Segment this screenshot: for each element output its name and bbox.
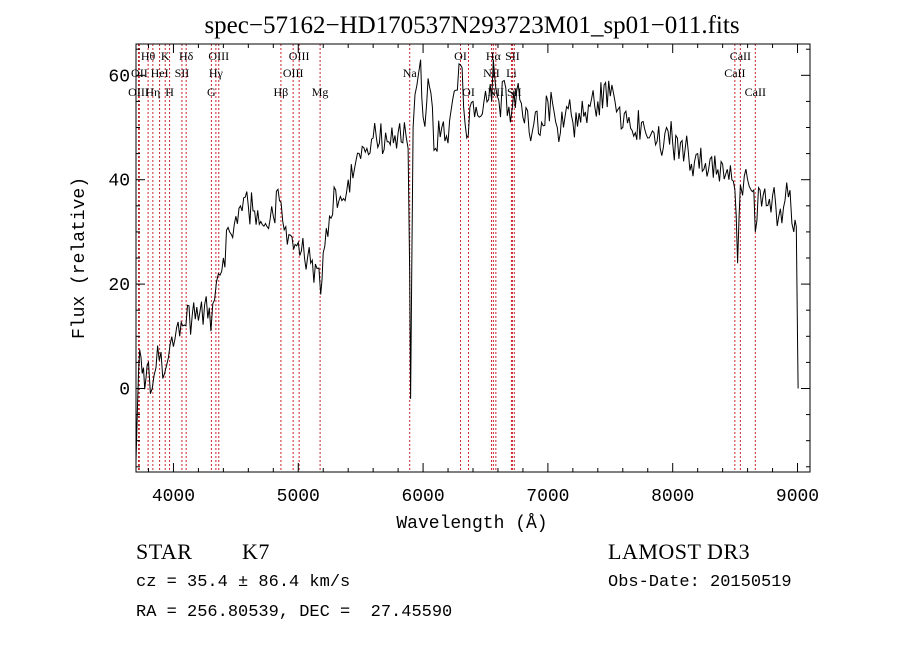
line-label: OIII	[128, 85, 149, 99]
chart-title: spec−57162−HD170537N293723M01_sp01−011.f…	[204, 12, 739, 39]
line-label: H	[165, 85, 174, 99]
spectrum-series	[135, 59, 799, 462]
line-label: Mg	[312, 85, 329, 99]
survey-name: LAMOST DR3	[608, 539, 751, 564]
x-tick-label: 5000	[277, 487, 320, 507]
plot-frame	[135, 43, 811, 473]
line-label: HeI	[151, 66, 169, 80]
observation-date: Obs-Date: 20150519	[608, 573, 792, 592]
y-tick-label: 40	[108, 172, 130, 192]
line-label: G	[207, 85, 216, 99]
line-label: CaII	[745, 85, 766, 99]
y-tick-label: 60	[108, 67, 130, 87]
line-label: K	[161, 49, 170, 63]
line-label: Hθ	[141, 49, 156, 63]
line-label: Hγ	[209, 66, 224, 80]
spectral-subclass: K7	[242, 539, 270, 564]
line-label: Li	[506, 66, 517, 80]
line-label: NII	[483, 66, 500, 80]
line-label: CaII	[724, 66, 745, 80]
line-label: OII	[131, 66, 148, 80]
line-markers	[137, 44, 756, 472]
y-axis-ticks: 0 20 40 60	[108, 48, 810, 468]
x-tick-label: 8000	[651, 487, 694, 507]
line-label: Hη	[145, 85, 160, 99]
x-tick-label: 7000	[526, 487, 569, 507]
x-tick-label: 9000	[776, 487, 819, 507]
y-tick-label: 0	[119, 380, 130, 400]
y-axis-label: Flux (relative)	[70, 177, 90, 339]
line-label: Hδ	[179, 49, 194, 63]
x-axis-ticks: 4000 5000 6000 7000 8000 9000	[147, 44, 819, 507]
line-label: OIII	[283, 66, 304, 80]
line-label: CaII	[730, 49, 751, 63]
spectrum-line	[135, 59, 799, 462]
line-label: Hβ	[274, 85, 289, 99]
coordinates: RA = 256.80539, DEC = 27.45590	[136, 603, 453, 622]
line-label: OIII	[289, 49, 310, 63]
line-label: OI	[454, 49, 467, 63]
line-label: Na	[403, 66, 418, 80]
redshift-value: cz = 35.4 ± 86.4 km/s	[136, 573, 351, 592]
line-label: SII	[175, 66, 190, 80]
object-class: STAR	[136, 539, 193, 564]
line-label: SII	[505, 49, 520, 63]
line-label: OI	[462, 85, 475, 99]
line-label: Hα	[486, 49, 502, 63]
x-tick-label: 4000	[152, 487, 195, 507]
y-tick-label: 20	[108, 276, 130, 296]
x-axis-label: Wavelength (Å)	[396, 513, 547, 534]
line-label: OIII	[208, 49, 229, 63]
x-tick-label: 6000	[401, 487, 444, 507]
